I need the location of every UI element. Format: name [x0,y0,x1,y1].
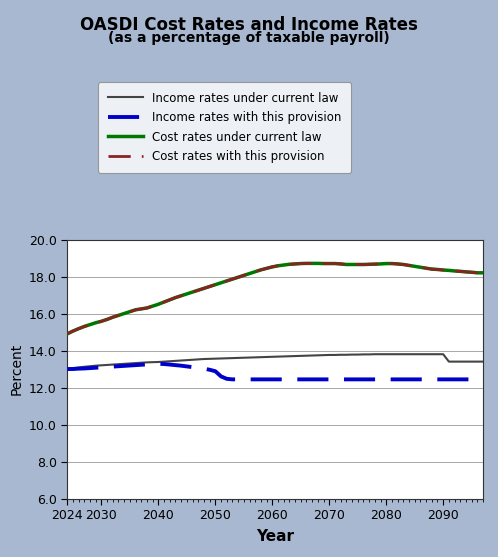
X-axis label: Year: Year [256,529,294,544]
Legend: Income rates under current law, Income rates with this provision, Cost rates und: Income rates under current law, Income r… [98,82,351,173]
Y-axis label: Percent: Percent [9,343,23,395]
Text: (as a percentage of taxable payroll): (as a percentage of taxable payroll) [108,31,390,45]
Text: OASDI Cost Rates and Income Rates: OASDI Cost Rates and Income Rates [80,16,418,33]
